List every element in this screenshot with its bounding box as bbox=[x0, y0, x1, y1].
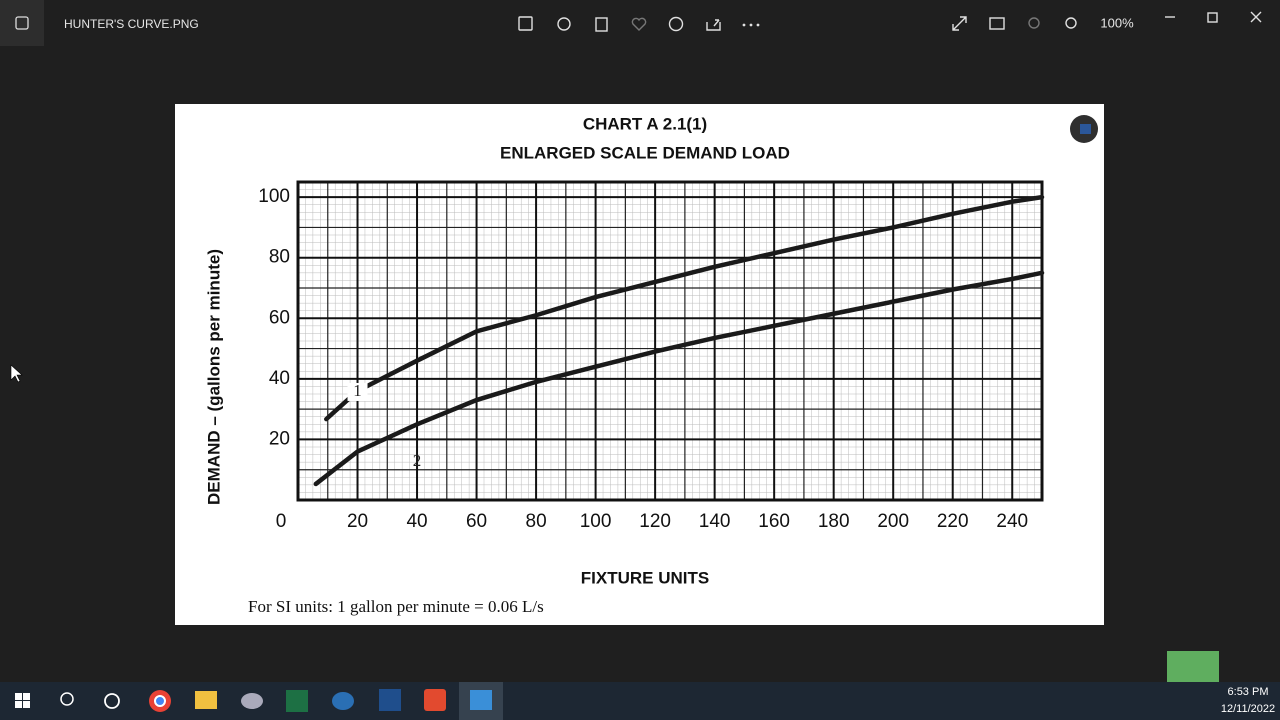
app-icon-8[interactable] bbox=[424, 689, 446, 711]
x-tick-label: 20 bbox=[347, 511, 368, 532]
app-icon bbox=[15, 16, 29, 30]
x-tick-label: 120 bbox=[639, 511, 671, 532]
x-axis-label: FIXTURE UNITS bbox=[581, 568, 709, 587]
window-title: HUNTER'S CURVE.PNG bbox=[64, 17, 199, 31]
delete-button[interactable] bbox=[595, 17, 608, 32]
x-tick-label: 0 bbox=[276, 511, 287, 532]
toolbar bbox=[518, 11, 1262, 32]
explorer-icon[interactable] bbox=[195, 691, 217, 709]
x-tick-label: 140 bbox=[699, 511, 731, 532]
clock-time: 6:53 PM bbox=[1228, 686, 1269, 698]
image bbox=[175, 104, 1104, 625]
favorite-button[interactable] bbox=[631, 17, 647, 31]
app-icon-4[interactable] bbox=[241, 693, 263, 709]
tile bbox=[23, 701, 30, 708]
x-tick-label: 200 bbox=[877, 511, 909, 532]
clock-date: 12/11/2022 bbox=[1221, 703, 1275, 715]
x-tick-label: 240 bbox=[996, 511, 1028, 532]
y-tick-label: 40 bbox=[269, 368, 290, 389]
x-tick-label: 60 bbox=[466, 511, 487, 532]
task-view-button[interactable] bbox=[104, 693, 120, 709]
series-label: 1 bbox=[353, 381, 362, 400]
zoom-in-button[interactable] bbox=[1065, 17, 1077, 29]
x-tick-label: 40 bbox=[406, 511, 427, 532]
info-button[interactable] bbox=[668, 16, 684, 32]
series-line bbox=[324, 194, 1045, 422]
chart-note: For SI units: 1 gallon per minute = 0.06… bbox=[248, 597, 544, 616]
x-tick-label: 180 bbox=[818, 511, 850, 532]
tile bbox=[15, 693, 22, 700]
y-axis-label: DEMAND – (gallons per minute) bbox=[204, 249, 223, 505]
taskbar bbox=[0, 682, 1280, 720]
x-tick-label: 220 bbox=[937, 511, 969, 532]
y-tick-label: 100 bbox=[258, 186, 290, 207]
chrome-center bbox=[154, 695, 166, 707]
dot bbox=[742, 23, 746, 27]
excel-icon[interactable] bbox=[286, 690, 308, 712]
fullscreen-button[interactable] bbox=[952, 16, 967, 31]
chart-title: CHART A 2.1(1) bbox=[583, 114, 707, 133]
rotate-button[interactable] bbox=[557, 17, 571, 31]
y-tick-label: 60 bbox=[269, 307, 290, 328]
start-button[interactable] bbox=[15, 693, 30, 708]
edit-button[interactable] bbox=[518, 16, 533, 31]
cursor bbox=[10, 364, 23, 383]
tile bbox=[23, 693, 30, 700]
series-line bbox=[313, 270, 1045, 487]
chart-subtitle: ENLARGED SCALE DEMAND LOAD bbox=[500, 143, 790, 162]
more-button[interactable] bbox=[742, 23, 760, 27]
series-label: 2 bbox=[413, 451, 422, 470]
floating-widget[interactable] bbox=[1167, 651, 1219, 685]
restore-button[interactable] bbox=[1207, 12, 1218, 23]
x-tick-label: 80 bbox=[526, 511, 547, 532]
x-tick-label: 160 bbox=[758, 511, 790, 532]
fit-button[interactable] bbox=[989, 17, 1005, 30]
x-tick-label: 100 bbox=[580, 511, 612, 532]
photos-icon bbox=[470, 690, 492, 710]
y-tick-label: 80 bbox=[269, 247, 290, 268]
dot bbox=[756, 23, 760, 27]
zoom-out-button[interactable] bbox=[1028, 17, 1040, 29]
plot: 0 20 40 60 80 100 120 140 160 180 200 220 240 20 40 60 8… bbox=[258, 180, 1045, 532]
search-button[interactable] bbox=[60, 692, 74, 706]
close-button[interactable] bbox=[1250, 11, 1262, 23]
revit-icon[interactable] bbox=[379, 689, 401, 711]
zoom-level[interactable]: 100% bbox=[1100, 15, 1134, 30]
y-tick-label: 20 bbox=[269, 428, 290, 449]
app-icon-bg[interactable] bbox=[0, 0, 44, 46]
app-icon-6[interactable] bbox=[332, 692, 354, 710]
word-badge-icon bbox=[1080, 124, 1091, 134]
dot bbox=[749, 23, 753, 27]
label-bg bbox=[347, 382, 368, 401]
tile bbox=[15, 701, 22, 708]
share-button[interactable] bbox=[706, 19, 721, 31]
plot-frame bbox=[296, 180, 1044, 502]
